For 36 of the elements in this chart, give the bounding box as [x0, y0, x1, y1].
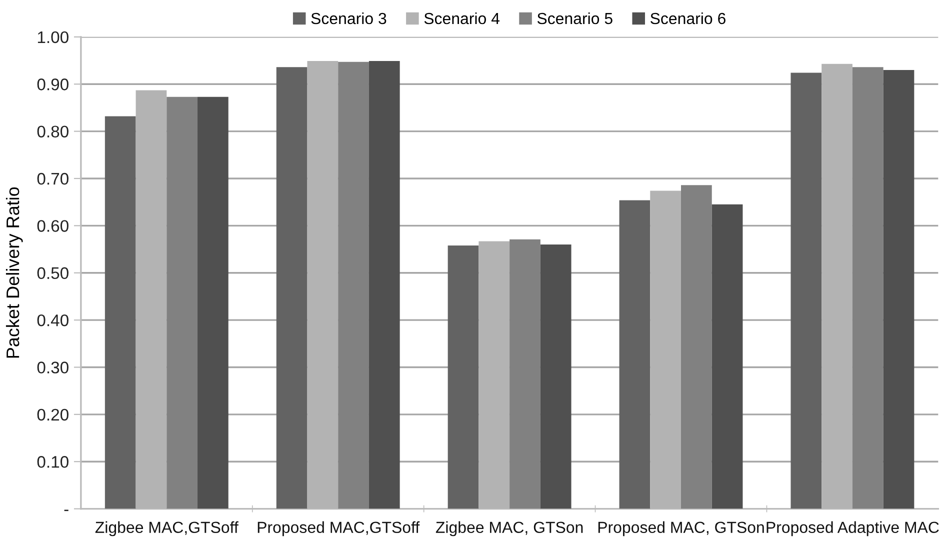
legend-label: Scenario 6 [650, 12, 726, 24]
bar [883, 70, 914, 509]
bar [852, 67, 884, 509]
y-tick-label: 0.30 [37, 362, 68, 374]
bar [790, 72, 822, 509]
x-tick-label: Zigbee MAC, GTSon [436, 521, 583, 536]
y-tick-label: 0.90 [37, 78, 68, 90]
bar [712, 204, 743, 509]
y-tick-label: 0.40 [37, 314, 68, 326]
bar [338, 62, 369, 509]
legend-label: Scenario 5 [537, 12, 612, 24]
y-tick-label: 0.50 [37, 267, 68, 280]
x-tick-label: Proposed Adaptive MAC [766, 521, 939, 536]
y-tick-label: 1.00 [38, 31, 68, 44]
bar [368, 60, 400, 509]
bar [276, 67, 308, 509]
y-tick-label: 0.80 [37, 126, 68, 138]
bar [198, 96, 228, 509]
y-axis-title: Packet Delivery Ratio [6, 187, 23, 358]
legend-label: Scenario 4 [424, 12, 500, 24]
y-tick-label: - [64, 510, 68, 512]
bar [681, 185, 712, 509]
x-tick-label: Proposed MAC,GTSoff [258, 521, 420, 536]
legend-label: Scenario 3 [311, 12, 386, 24]
bar [104, 116, 136, 509]
bar [510, 239, 540, 509]
x-tick-label: Zigbee MAC,GTSoff [95, 521, 238, 536]
y-tick-label: 0.10 [37, 456, 68, 468]
y-tick-label: 0.60 [37, 220, 68, 232]
y-tick-label: 0.20 [37, 408, 68, 421]
y-tick-label: 0.70 [37, 172, 68, 185]
bar [448, 245, 479, 509]
bar [619, 200, 650, 509]
bar [166, 96, 198, 509]
x-tick-label: Proposed MAC, GTSon [598, 521, 764, 536]
bar [540, 244, 572, 509]
